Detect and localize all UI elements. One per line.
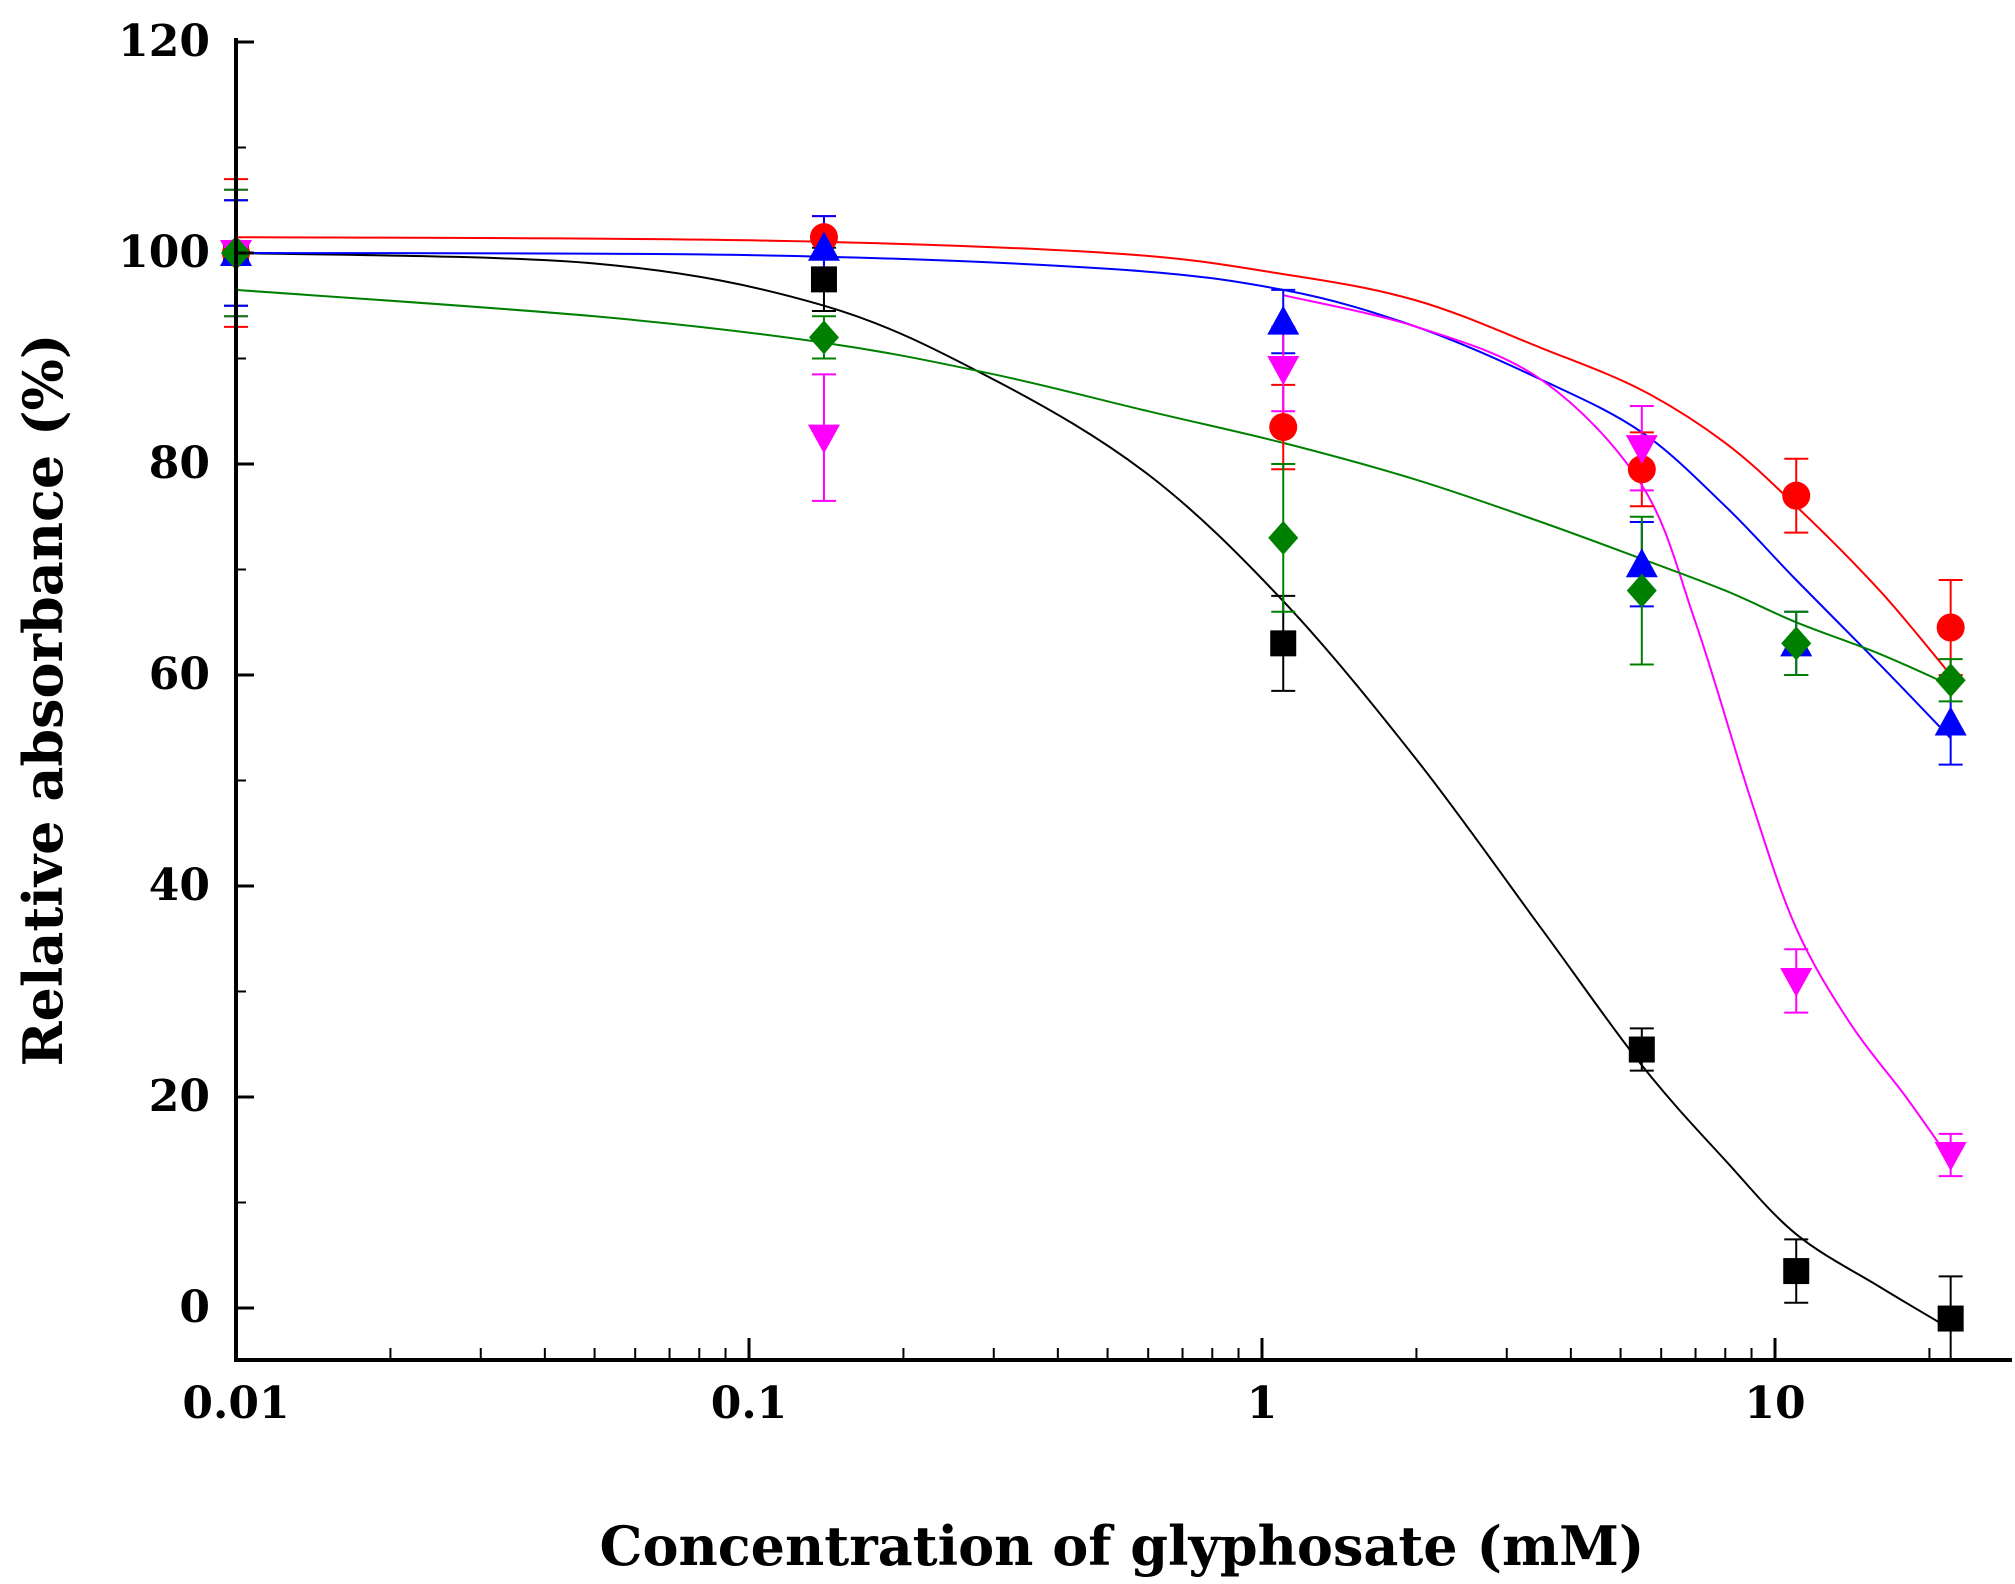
data-point-blue [807,231,840,261]
data-point-black [1628,1036,1655,1063]
y-tick-label: 80 [149,438,210,489]
x-axis-title: Concentration of glyphosate (mM) [600,1514,1645,1578]
axes [234,38,2012,1362]
data-point-red [1782,481,1811,510]
data-point-black [1783,1258,1810,1285]
y-tick-label: 60 [149,649,210,700]
data-point-black [810,266,837,293]
data-point-black [1937,1305,1964,1332]
data-point-magenta [1625,435,1658,465]
data-point-red [1627,455,1656,484]
y-tick-label: 0 [179,1282,210,1333]
data-point-green [1626,573,1657,608]
fit-curve-green [235,288,1952,687]
y-axis-title: Relative absorbance (%) [11,334,75,1067]
data-point-green [1781,626,1812,661]
fit-curve-magenta [1282,294,1952,1161]
data-point-black [1270,630,1297,657]
data-point-magenta [807,424,840,454]
data-point-red [1936,613,1965,642]
x-tick-label: 0.01 [182,1378,289,1429]
data-point-green [808,320,839,355]
y-tick-label: 100 [118,227,210,278]
data-point-blue [1267,305,1300,335]
x-tick-label: 1 [1247,1378,1278,1429]
plot-area [220,178,1967,1362]
axis-ticks: 0 20 40 60 80 100 120 0.01 0.1 1 10 [118,16,1931,1429]
data-point-green [1935,663,1966,698]
data-point-blue [1625,548,1658,578]
data-point-red [1269,413,1298,442]
data-point-magenta [1780,967,1813,997]
fit-curve-black [235,252,1952,1330]
data-point-magenta [1934,1142,1967,1172]
data-point-magenta [1267,356,1300,386]
data-point-blue [1934,706,1967,736]
y-tick-label: 120 [118,16,210,67]
x-tick-label: 10 [1744,1378,1805,1429]
data-point-green [1268,520,1299,555]
y-tick-label: 20 [149,1071,210,1122]
x-tick-label: 0.1 [711,1378,788,1429]
y-tick-label: 40 [149,860,210,911]
